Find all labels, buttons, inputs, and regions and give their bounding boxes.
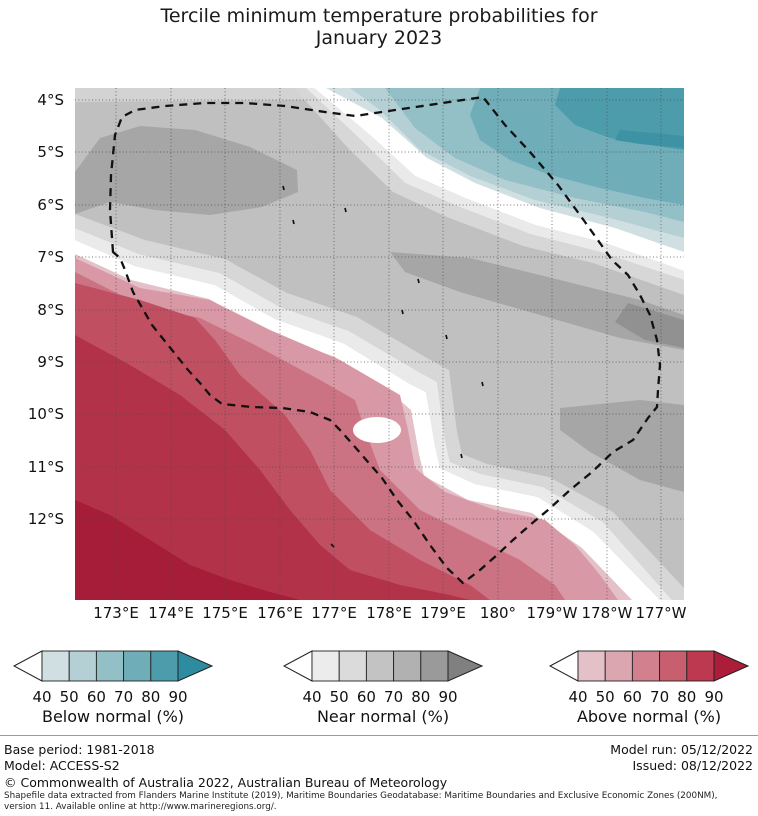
lat-label: 11°S — [27, 458, 64, 476]
footer-left: Base period: 1981-2018 Model: ACCESS-S2 — [4, 742, 155, 774]
legend-tick: 40 — [32, 688, 51, 706]
issued-text: Issued: 08/12/2022 — [632, 758, 754, 773]
lon-label: 180° — [479, 604, 517, 622]
lat-label: 12°S — [27, 510, 64, 528]
footer-divider — [0, 735, 758, 736]
base-period-text: Base period: 1981-2018 — [4, 742, 155, 757]
legend-tick: 50 — [60, 688, 79, 706]
below-normal-region — [326, 88, 684, 252]
legend-tick: 70 — [114, 688, 133, 706]
lat-label: 5°S — [37, 143, 64, 161]
lat-label: 7°S — [37, 248, 64, 266]
legend-below-normal: 40 50 60 70 80 90 — [13, 650, 213, 706]
footer-right: Model run: 05/12/2022 Issued: 08/12/2022 — [610, 742, 753, 774]
legend-tick: 40 — [302, 688, 321, 706]
low-probability-hole — [353, 417, 401, 443]
legend-tick: 90 — [438, 688, 457, 706]
legend-left-arrow — [549, 650, 579, 682]
above-normal-region — [75, 254, 632, 600]
legend-tick: 60 — [87, 688, 106, 706]
legend-right-arrow — [447, 650, 483, 682]
shapefile-attribution-line2: version 11. Available online at http://w… — [4, 801, 277, 812]
probability-map — [75, 88, 684, 600]
lat-label: 4°S — [37, 91, 64, 109]
legend-right-arrow — [177, 650, 213, 682]
legend-tick: 80 — [141, 688, 160, 706]
lat-label: 6°S — [37, 196, 64, 214]
lon-label: 175°E — [202, 604, 248, 622]
legend-tick: 60 — [357, 688, 376, 706]
legend-tick: 60 — [623, 688, 642, 706]
lon-label: 174°E — [148, 604, 194, 622]
legend-near-title: Near normal (%) — [316, 707, 450, 726]
legend-tick: 80 — [411, 688, 430, 706]
lon-label: 178°W — [581, 604, 633, 622]
shapefile-attribution: Shapefile data extracted from Flanders M… — [4, 791, 717, 812]
chart-title: Tercile minimum temperature probabilitie… — [0, 5, 758, 49]
legend-left-arrow — [13, 650, 43, 682]
model-text: Model: ACCESS-S2 — [4, 758, 120, 773]
lon-label: 176°E — [257, 604, 303, 622]
legend-tick: 50 — [596, 688, 615, 706]
lon-label: 177°E — [311, 604, 357, 622]
eez-boundary — [108, 95, 662, 585]
legend-tick: 70 — [650, 688, 669, 706]
legend-below-title: Below normal (%) — [41, 707, 185, 726]
chart-title-line2: January 2023 — [315, 27, 443, 49]
shapefile-attribution-line1: Shapefile data extracted from Flanders M… — [4, 791, 718, 801]
chart-title-line1: Tercile minimum temperature probabilitie… — [160, 5, 598, 27]
legend-tick: 90 — [704, 688, 723, 706]
legend-tick: 90 — [168, 688, 187, 706]
copyright-text: © Commonwealth of Australia 2022, Austra… — [4, 775, 448, 790]
lon-label: 179°W — [526, 604, 578, 622]
lon-label: 179°E — [420, 604, 466, 622]
lon-label: 173°E — [93, 604, 139, 622]
legend-above-normal: 40 50 60 70 80 90 — [549, 650, 749, 706]
lat-label: 8°S — [37, 301, 64, 319]
near-normal-region — [75, 88, 684, 600]
legend-left-arrow — [283, 650, 313, 682]
lat-label: 10°S — [27, 405, 64, 423]
legend-tick: 50 — [330, 688, 349, 706]
legend-tick: 80 — [677, 688, 696, 706]
legend-right-arrow — [713, 650, 749, 682]
lon-label: 177°W — [635, 604, 687, 622]
legend-above-title: Above normal (%) — [576, 707, 722, 726]
legend-near-normal: 40 50 60 70 80 90 — [283, 650, 483, 706]
model-run-text: Model run: 05/12/2022 — [610, 742, 753, 757]
island-marks — [282, 185, 484, 548]
lon-label: 178°E — [366, 604, 412, 622]
legend-tick: 70 — [384, 688, 403, 706]
legend-tick: 40 — [568, 688, 587, 706]
graticule — [75, 88, 684, 600]
lat-label: 9°S — [37, 353, 64, 371]
